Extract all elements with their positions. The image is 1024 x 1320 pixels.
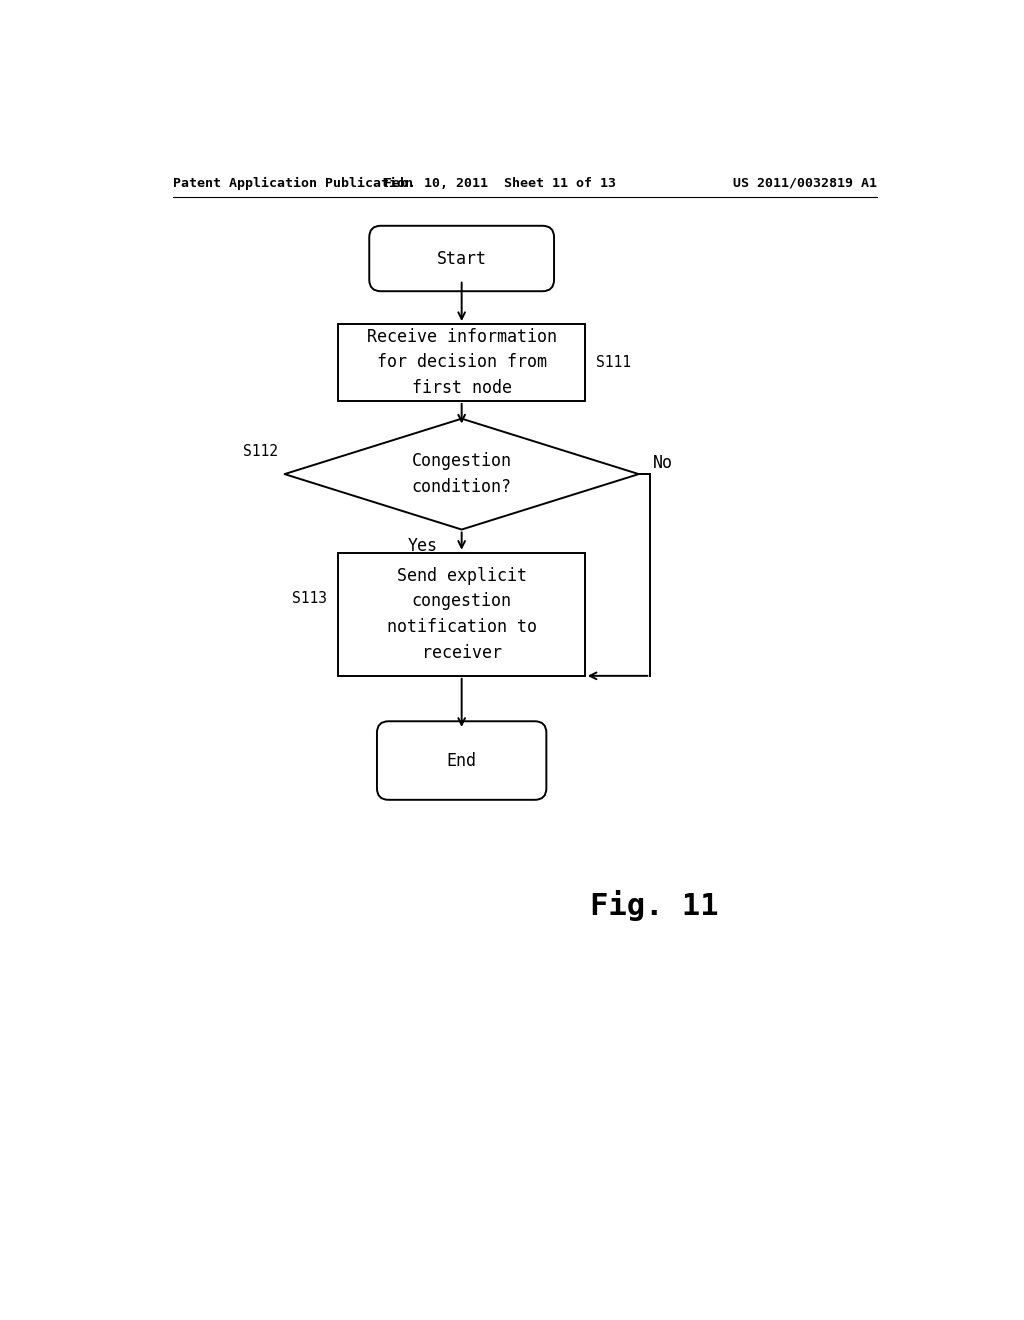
Text: Fig. 11: Fig. 11	[590, 890, 719, 921]
Text: End: End	[446, 751, 476, 770]
Text: S111: S111	[596, 355, 632, 370]
Text: S112: S112	[244, 444, 279, 458]
Text: Send explicit
congestion
notification to
receiver: Send explicit congestion notification to…	[387, 566, 537, 661]
FancyBboxPatch shape	[339, 323, 585, 401]
Text: US 2011/0032819 A1: US 2011/0032819 A1	[733, 177, 878, 190]
Text: Start: Start	[436, 249, 486, 268]
Text: Yes: Yes	[409, 537, 438, 556]
FancyBboxPatch shape	[377, 721, 547, 800]
Text: Congestion
condition?: Congestion condition?	[412, 453, 512, 496]
Text: No: No	[652, 454, 673, 471]
Text: S113: S113	[292, 591, 327, 606]
Polygon shape	[285, 418, 639, 529]
Text: Patent Application Publication: Patent Application Publication	[173, 177, 413, 190]
Text: Feb. 10, 2011  Sheet 11 of 13: Feb. 10, 2011 Sheet 11 of 13	[384, 177, 616, 190]
FancyBboxPatch shape	[339, 553, 585, 676]
Text: Receive information
for decision from
first node: Receive information for decision from fi…	[367, 327, 557, 397]
FancyBboxPatch shape	[370, 226, 554, 292]
